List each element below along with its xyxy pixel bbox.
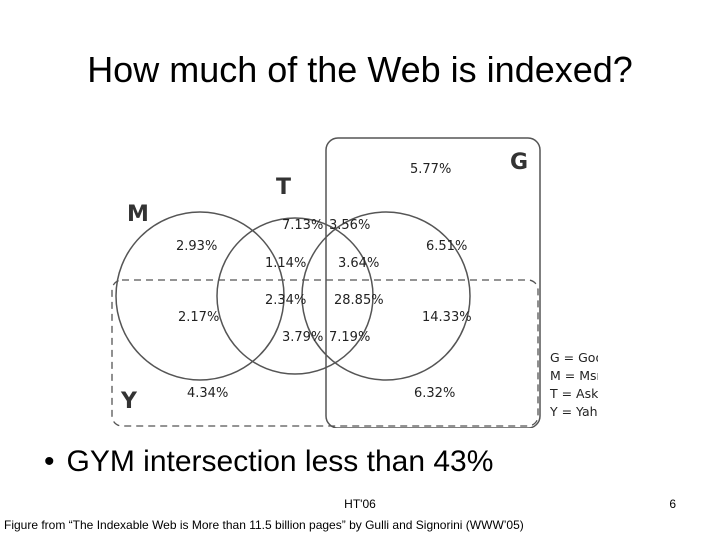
region-tg-top: 3.56% — [329, 218, 370, 233]
region-center: 28.85% — [334, 293, 384, 308]
set-m-circle — [115, 211, 285, 381]
region-gm-only: 6.51% — [426, 239, 467, 254]
region-m-only: 2.93% — [176, 239, 217, 254]
footer-conference: HT'06 — [344, 497, 376, 511]
bullet-text: GYM intersection less than 43% — [66, 445, 494, 478]
region-gy-bottom: 6.32% — [414, 386, 455, 401]
region-g-only: 5.77% — [410, 162, 451, 177]
legend-google: G = Google — [550, 350, 598, 365]
region-mt-mid: 1.14% — [265, 256, 306, 271]
slide-title: How much of the Web is indexed? — [87, 49, 633, 90]
region-mt-top: 7.13% — [282, 218, 323, 233]
region-gy-mid: 14.33% — [422, 310, 472, 325]
region-tgy-bottom: 7.19% — [329, 330, 370, 345]
region-ty-bottom: 3.79% — [282, 330, 323, 345]
region-mtg-mid: 3.64% — [338, 256, 379, 271]
label-g: G — [510, 150, 528, 175]
set-g-circle — [301, 211, 471, 381]
region-my-left: 2.17% — [178, 310, 219, 325]
legend-ask: T = Ask/Teoma — [549, 386, 598, 401]
page-number: 6 — [669, 497, 676, 511]
label-t: T — [276, 175, 291, 200]
venn-diagram: G T M Y 5.77% 7.13% 3.56% 2.93% 6.51% 1.… — [111, 137, 598, 428]
region-my-t: 2.34% — [265, 293, 306, 308]
label-y: Y — [120, 389, 138, 414]
label-m: M — [127, 202, 149, 227]
set-y-rect — [111, 279, 539, 427]
bullet-point: • GYM intersection less than 43% — [44, 444, 493, 480]
bullet-dot-icon: • — [44, 445, 55, 478]
set-t-circle — [216, 217, 374, 375]
set-g-rect — [325, 137, 541, 428]
figure-caption: Figure from “The Indexable Web is More t… — [4, 518, 524, 532]
region-y-only: 4.34% — [187, 386, 228, 401]
legend-yahoo: Y = Yahoo! — [549, 404, 598, 419]
legend-msn: M = Msn Beta — [550, 368, 598, 383]
